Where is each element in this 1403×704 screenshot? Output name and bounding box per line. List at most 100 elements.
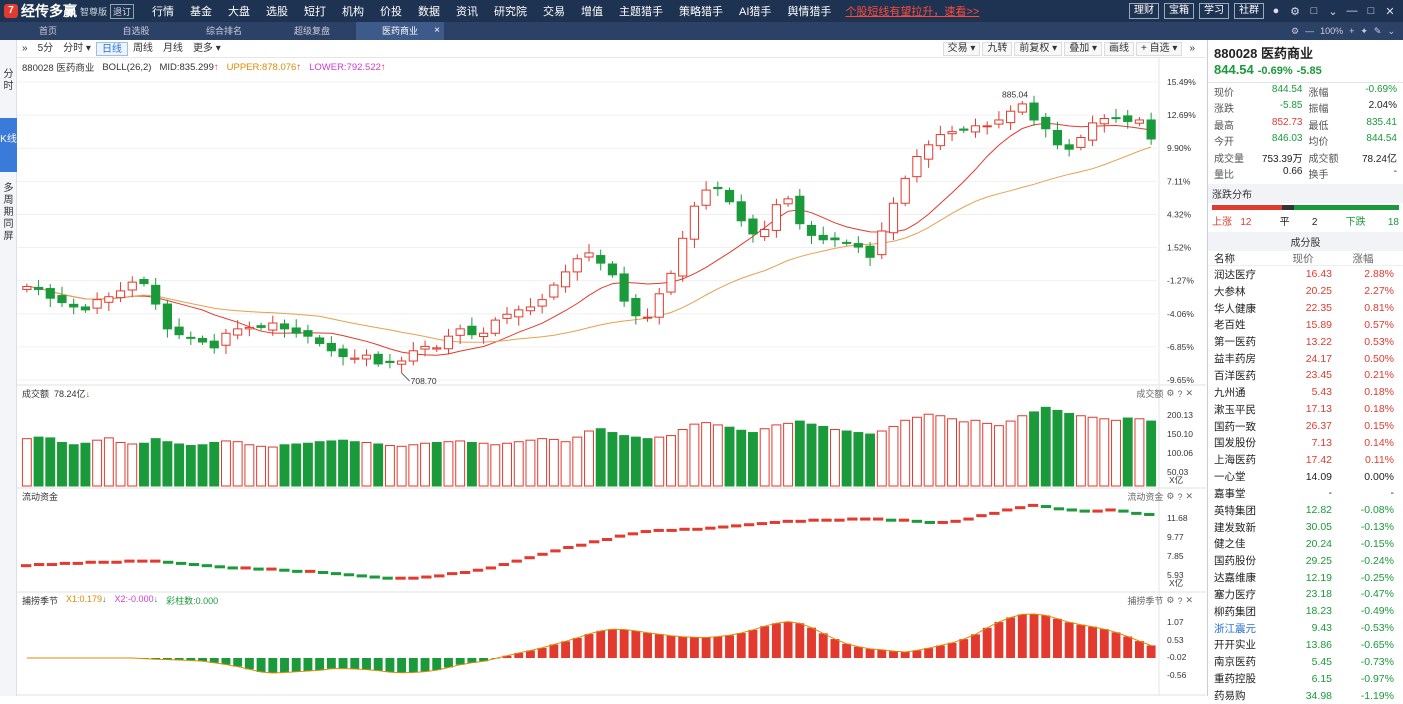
- tab-4[interactable]: 医药商业 ×: [356, 22, 444, 40]
- gear-icon[interactable]: ⚙: [1290, 5, 1300, 18]
- chart-area[interactable]: 15.49% 12.69% 9.90% 7.11% 4.32% 1.52% -1.27% -4…: [17, 40, 1206, 696]
- period-btn-1[interactable]: 分时 ▾: [63, 42, 91, 54]
- nav-item[interactable]: 策略猎手: [679, 6, 724, 18]
- constituent-row[interactable]: 一心堂 14.09 0.00%: [1208, 468, 1403, 485]
- constituent-row[interactable]: 嘉事堂 - -: [1208, 485, 1403, 502]
- gear-icon[interactable]: ⚙: [1166, 491, 1175, 501]
- volume-bar: [68, 444, 79, 487]
- toolbar-btn-4[interactable]: 画线: [1104, 42, 1135, 56]
- nav-item[interactable]: AI猎手: [739, 6, 772, 18]
- nav-item[interactable]: 选股: [266, 6, 289, 18]
- logo-badge[interactable]: 退订: [110, 3, 135, 19]
- gear-icon[interactable]: ⚙: [1290, 25, 1300, 36]
- constituent-row[interactable]: 开开实业 13.86 -0.65%: [1208, 637, 1403, 654]
- nav-item[interactable]: 数据: [418, 6, 441, 18]
- zoom-out-icon[interactable]: —: [1305, 26, 1315, 36]
- nav-item[interactable]: 增值: [581, 6, 604, 18]
- toolbar-btn-3[interactable]: 叠加 ▾: [1064, 42, 1103, 56]
- constituent-row[interactable]: 第一医药 13.22 0.53%: [1208, 333, 1403, 350]
- constituent-row[interactable]: 国发股份 7.13 0.14%: [1208, 434, 1403, 451]
- edit-icon[interactable]: ✎: [1373, 25, 1382, 36]
- toolbar-btn-2[interactable]: 前复权 ▾: [1014, 42, 1063, 56]
- constituent-row[interactable]: 达嘉维康 12.19 -0.25%: [1208, 569, 1403, 586]
- community-button[interactable]: 社群: [1234, 3, 1264, 19]
- toolbar-btn-0[interactable]: 交易 ▾: [942, 42, 981, 56]
- nav-item[interactable]: 资讯: [456, 6, 479, 18]
- constituent-row[interactable]: 老百姓 15.89 0.57%: [1208, 317, 1403, 334]
- constituent-row[interactable]: 润达医疗 16.43 2.88%: [1208, 266, 1403, 283]
- period-btn-3[interactable]: 周线: [132, 42, 153, 54]
- multi-period[interactable]: 多周期同屏: [3, 183, 14, 242]
- constituent-row[interactable]: 上海医药 17.42 0.11%: [1208, 451, 1403, 468]
- period-btn-5[interactable]: 更多 ▾: [192, 42, 221, 54]
- help-icon[interactable]: ?: [1177, 595, 1183, 606]
- gear-icon[interactable]: ⚙: [1166, 388, 1175, 398]
- chevron-down-icon[interactable]: ⌄: [1328, 5, 1338, 18]
- nav-item[interactable]: 主题猎手: [619, 6, 664, 18]
- constituent-row[interactable]: 九州通 5.43 0.18%: [1208, 384, 1403, 401]
- constituent-row[interactable]: 国药一致 26.37 0.15%: [1208, 418, 1403, 435]
- constituent-row[interactable]: 百洋医药 23.45 0.21%: [1208, 367, 1403, 384]
- tab-close-icon[interactable]: ×: [434, 25, 440, 36]
- period-kline[interactable]: K线: [0, 118, 17, 172]
- help-icon[interactable]: ?: [1177, 491, 1183, 502]
- constituent-row[interactable]: 益丰药房 24.17 0.50%: [1208, 350, 1403, 367]
- season-bar: [807, 627, 816, 658]
- constituent-row[interactable]: 漱玉平民 17.13 0.18%: [1208, 401, 1403, 418]
- nav-item[interactable]: 行情: [152, 6, 175, 18]
- candle: [1006, 105, 1016, 130]
- close-icon[interactable]: ✕: [1385, 5, 1395, 18]
- constituent-row[interactable]: 建发致新 30.05 -0.13%: [1208, 519, 1403, 536]
- close-icon[interactable]: ✕: [1185, 595, 1193, 605]
- nav-item[interactable]: 研究院: [494, 6, 528, 18]
- constituent-row[interactable]: 浙江震元 9.43 -0.53%: [1208, 620, 1403, 637]
- gear-icon[interactable]: ⚙: [1166, 595, 1175, 605]
- user-icon[interactable]: ●: [1272, 5, 1280, 17]
- collapse-icon[interactable]: »: [22, 42, 28, 54]
- period-intraday[interactable]: 分时: [3, 69, 14, 92]
- promo-link[interactable]: 个股短线有望拉升，速看>>: [845, 6, 980, 18]
- nav-item[interactable]: 大盘: [228, 6, 251, 18]
- learn-button[interactable]: 学习: [1199, 3, 1229, 19]
- toolbar-btn-1[interactable]: 九转: [982, 42, 1013, 56]
- expand-icon[interactable]: »: [1189, 43, 1195, 54]
- constituent-row[interactable]: 健之佳 20.24 -0.15%: [1208, 536, 1403, 553]
- constituent-row[interactable]: 大参林 20.25 2.27%: [1208, 283, 1403, 300]
- constituent-row[interactable]: 重药控股 6.15 -0.97%: [1208, 670, 1403, 687]
- indicator-name[interactable]: BOLL(26,2): [102, 61, 152, 73]
- app-logo[interactable]: 7 经传多赢 智尊版 退订: [0, 0, 135, 22]
- nav-item[interactable]: 交易: [543, 6, 566, 18]
- maximize-icon[interactable]: □: [1367, 5, 1375, 17]
- minimize-icon[interactable]: —: [1346, 5, 1358, 17]
- constituent-row[interactable]: 南京医药 5.45 -0.73%: [1208, 653, 1403, 670]
- constituent-row[interactable]: 柳药集团 18.23 -0.49%: [1208, 603, 1403, 620]
- nav-item[interactable]: 短打: [304, 6, 327, 18]
- nav-item[interactable]: 机构: [342, 6, 365, 18]
- tab-1[interactable]: 自选股: [92, 22, 180, 40]
- period-btn-4[interactable]: 月线: [162, 42, 183, 54]
- window-icon[interactable]: □: [1310, 5, 1318, 17]
- pin-icon[interactable]: ✦: [1360, 25, 1368, 36]
- finance-button[interactable]: 理财: [1129, 3, 1159, 19]
- help-icon[interactable]: ?: [1177, 388, 1183, 399]
- close-icon[interactable]: ✕: [1185, 388, 1193, 398]
- tab-3[interactable]: 超级复盘: [268, 22, 356, 40]
- season-bar: [561, 641, 571, 658]
- candle: [959, 126, 969, 134]
- period-btn-2[interactable]: 日线: [95, 41, 128, 56]
- chevron-down-icon[interactable]: ⌄: [1387, 25, 1395, 36]
- constituent-row[interactable]: 英特集团 12.82 -0.08%: [1208, 502, 1403, 519]
- period-btn-0[interactable]: 5分: [37, 42, 54, 54]
- nav-item[interactable]: 基金: [190, 6, 213, 18]
- treasure-button[interactable]: 宝箱: [1164, 3, 1194, 19]
- nav-item[interactable]: 舆情猎手: [787, 6, 832, 18]
- constituent-row[interactable]: 塞力医疗 23.18 -0.47%: [1208, 586, 1403, 603]
- constituent-row[interactable]: 华人健康 22.35 0.81%: [1208, 300, 1403, 317]
- close-icon[interactable]: ✕: [1185, 491, 1193, 501]
- zoom-in-icon[interactable]: +: [1349, 26, 1355, 36]
- toolbar-btn-5[interactable]: + 自选 ▾: [1136, 42, 1183, 56]
- tab-0[interactable]: 首页: [4, 22, 92, 40]
- nav-item[interactable]: 价投: [380, 6, 403, 18]
- constituent-row[interactable]: 国药股份 29.25 -0.24%: [1208, 552, 1403, 569]
- tab-2[interactable]: 综合排名: [180, 22, 268, 40]
